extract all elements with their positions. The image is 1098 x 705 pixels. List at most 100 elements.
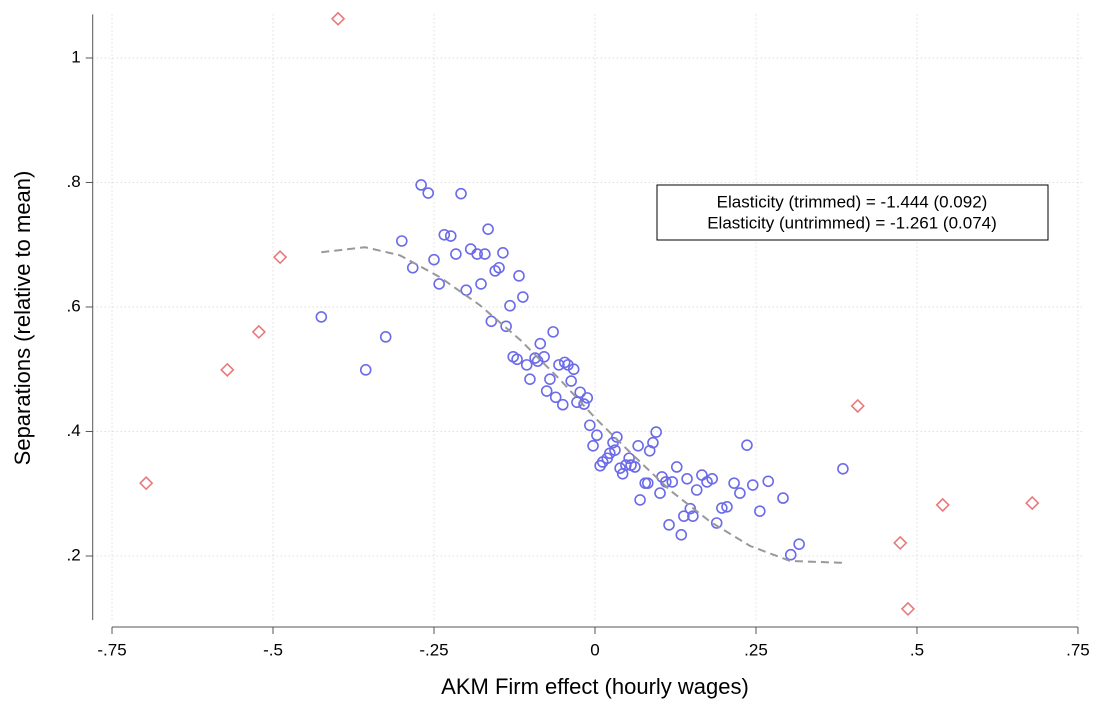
point [850, 398, 865, 414]
y-tick-label: .8 [67, 172, 81, 191]
point [754, 505, 766, 517]
point [444, 230, 457, 242]
point [716, 502, 728, 514]
point [614, 462, 626, 475]
point [556, 398, 569, 411]
point [687, 510, 699, 522]
point [696, 469, 708, 481]
point [721, 501, 733, 513]
point [587, 439, 599, 452]
point [220, 362, 235, 377]
point [1025, 495, 1040, 511]
point [513, 270, 525, 282]
point [634, 494, 646, 506]
point [544, 373, 556, 385]
point [455, 187, 467, 200]
point [650, 426, 662, 438]
point [520, 359, 533, 371]
point [534, 337, 547, 350]
point [549, 391, 562, 404]
point [379, 331, 392, 343]
y-axis-label: Separations (relative to mean) [10, 171, 35, 466]
point [784, 548, 797, 561]
point [272, 250, 288, 265]
point [641, 477, 654, 489]
point [558, 356, 571, 369]
point [935, 497, 950, 513]
point [517, 291, 529, 303]
point [479, 248, 491, 260]
point [706, 472, 718, 485]
point [497, 247, 509, 259]
annotation-box [656, 184, 1049, 241]
point [438, 228, 451, 241]
point [893, 535, 908, 551]
point [678, 510, 690, 522]
point [681, 472, 693, 485]
x-tick-label: .75 [1066, 640, 1090, 659]
point [581, 392, 594, 404]
point [734, 487, 746, 499]
point [450, 248, 462, 260]
point [251, 324, 266, 340]
point [493, 261, 505, 274]
fit-line [321, 246, 843, 564]
point [475, 278, 487, 290]
point [710, 517, 723, 529]
point [315, 311, 328, 323]
point [471, 248, 483, 260]
point [511, 353, 523, 366]
point [793, 538, 805, 550]
point [670, 461, 683, 473]
point [654, 487, 666, 499]
point [504, 299, 516, 312]
y-tick-label: .4 [67, 421, 81, 440]
point [428, 253, 440, 266]
point [584, 419, 596, 432]
point [762, 475, 775, 488]
point [482, 223, 494, 235]
point [396, 235, 408, 247]
point [574, 386, 586, 399]
point [415, 179, 427, 191]
y-tick-label: 1 [71, 47, 80, 66]
x-tick-label: .5 [910, 640, 924, 659]
point [139, 476, 154, 491]
point [777, 492, 789, 504]
point [900, 601, 916, 617]
point [359, 364, 372, 376]
point [538, 350, 550, 363]
point [553, 359, 565, 371]
point [460, 284, 472, 296]
point [609, 444, 621, 456]
x-tick-label: -.25 [419, 640, 448, 659]
point [433, 278, 445, 290]
point [690, 484, 703, 496]
y-tick-label: .2 [67, 545, 81, 564]
point [675, 529, 688, 541]
point [524, 373, 536, 385]
point [741, 439, 753, 451]
point [547, 326, 559, 338]
point [529, 352, 541, 364]
x-tick-label: 0 [590, 640, 599, 659]
point [567, 363, 580, 376]
point [837, 463, 849, 475]
point [632, 439, 644, 452]
point [591, 429, 603, 442]
x-axis-label: AKM Firm effect (hourly wages) [441, 674, 749, 699]
point [578, 398, 590, 410]
point [629, 461, 641, 473]
point [540, 385, 553, 397]
point [684, 502, 697, 515]
point [663, 519, 675, 531]
point [565, 375, 577, 387]
x-tick-label: -.75 [97, 640, 126, 659]
y-tick-label: .6 [67, 296, 81, 315]
point [422, 187, 435, 199]
point [746, 479, 759, 491]
point [485, 315, 498, 328]
point [611, 431, 623, 443]
point [330, 11, 346, 26]
